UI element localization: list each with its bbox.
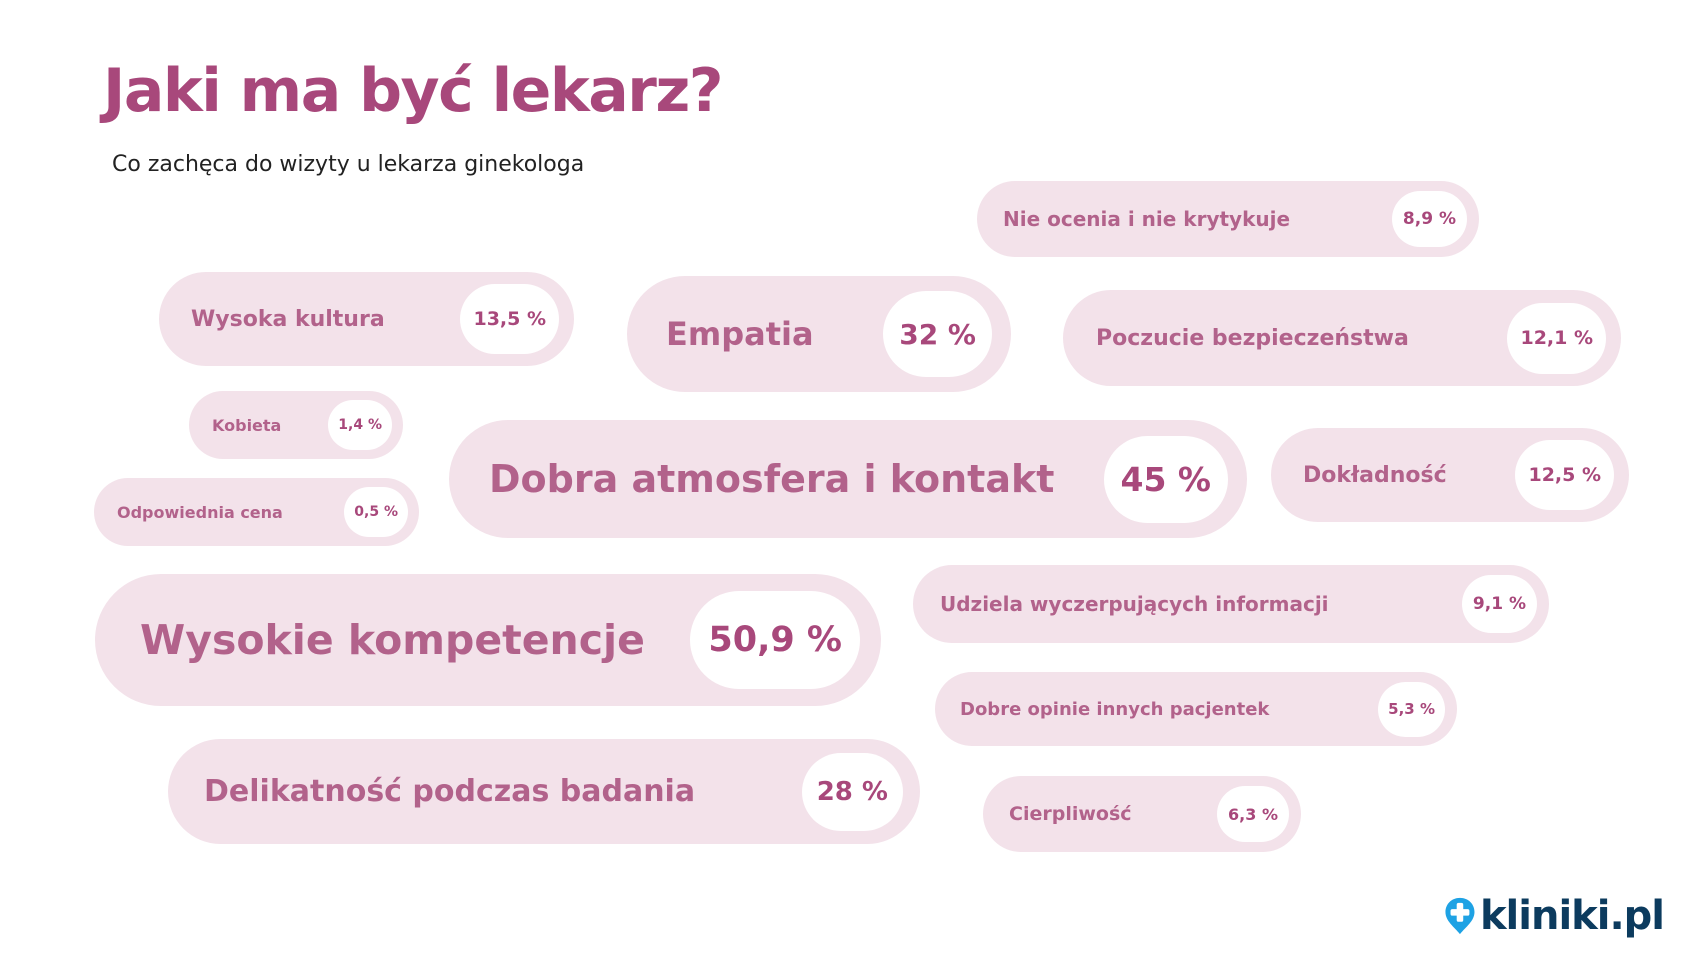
bubble-value: 1,4 % <box>328 400 392 450</box>
bubble-empatia: Empatia 32 % <box>627 276 1011 392</box>
bubble-value: 32 % <box>883 291 992 377</box>
bubble-value: 0,5 % <box>344 487 408 537</box>
bubble-wysoka-kultura: Wysoka kultura 13,5 % <box>159 272 574 366</box>
bubble-value: 50,9 % <box>690 591 860 689</box>
bubble-value: 13,5 % <box>460 284 559 354</box>
bubble-label: Odpowiednia cena <box>117 502 283 522</box>
bubble-value: 28 % <box>801 752 903 831</box>
kliniki-logo: kliniki.pl <box>1444 886 1665 946</box>
bubble-udziela-informacji: Udziela wyczerpujących informacji 9,1 % <box>913 565 1549 643</box>
bubble-label: Empatia <box>666 315 814 353</box>
bubble-label: Dobre opinie innych pacjentek <box>960 698 1270 720</box>
chart-subtitle: Co zachęca do wizyty u lekarza ginekolog… <box>112 152 585 177</box>
bubble-nie-ocenia: Nie ocenia i nie krytykuje 8,9 % <box>977 181 1479 257</box>
bubble-dobre-opinie: Dobre opinie innych pacjentek 5,3 % <box>935 672 1457 746</box>
bubble-value: 12,5 % <box>1515 440 1614 510</box>
bubble-kobieta: Kobieta 1,4 % <box>189 391 403 459</box>
bubble-delikatnosc: Delikatność podczas badania 28 % <box>168 739 920 844</box>
bubble-value: 45 % <box>1103 435 1228 523</box>
bubble-value: 6,3 % <box>1217 786 1289 842</box>
bubble-cierpliwosc: Cierpliwość 6,3 % <box>983 776 1301 852</box>
bubble-label: Udziela wyczerpujących informacji <box>940 592 1329 616</box>
bubble-label: Cierpliwość <box>1009 803 1132 825</box>
bubble-dokladnosc: Dokładność 12,5 % <box>1271 428 1629 522</box>
bubble-label: Delikatność podczas badania <box>204 774 696 809</box>
bubble-label: Wysoka kultura <box>191 306 385 332</box>
bubble-value: 5,3 % <box>1378 681 1445 737</box>
cross-pin-icon <box>1445 897 1475 935</box>
bubble-label: Dobra atmosfera i kontakt <box>489 457 1055 501</box>
logo-text: kliniki.pl <box>1479 893 1665 939</box>
bubble-label: Dokładność <box>1303 462 1447 488</box>
bubble-value: 12,1 % <box>1507 302 1606 374</box>
bubble-label: Kobieta <box>212 415 282 435</box>
chart-title: Jaki ma być lekarz? <box>103 56 724 126</box>
bubble-dobra-atmosfera: Dobra atmosfera i kontakt 45 % <box>449 420 1247 538</box>
bubble-odpowiednia-cena: Odpowiednia cena 0,5 % <box>94 478 419 546</box>
bubble-poczucie-bezpieczenstwa: Poczucie bezpieczeństwa 12,1 % <box>1063 290 1621 386</box>
bubble-label: Wysokie kompetencje <box>140 616 645 664</box>
bubble-value: 9,1 % <box>1461 575 1537 633</box>
bubble-wysokie-kompetencje: Wysokie kompetencje 50,9 % <box>95 574 881 706</box>
bubble-label: Poczucie bezpieczeństwa <box>1096 325 1409 351</box>
bubble-label: Nie ocenia i nie krytykuje <box>1003 207 1291 231</box>
bubble-value: 8,9 % <box>1391 191 1467 247</box>
